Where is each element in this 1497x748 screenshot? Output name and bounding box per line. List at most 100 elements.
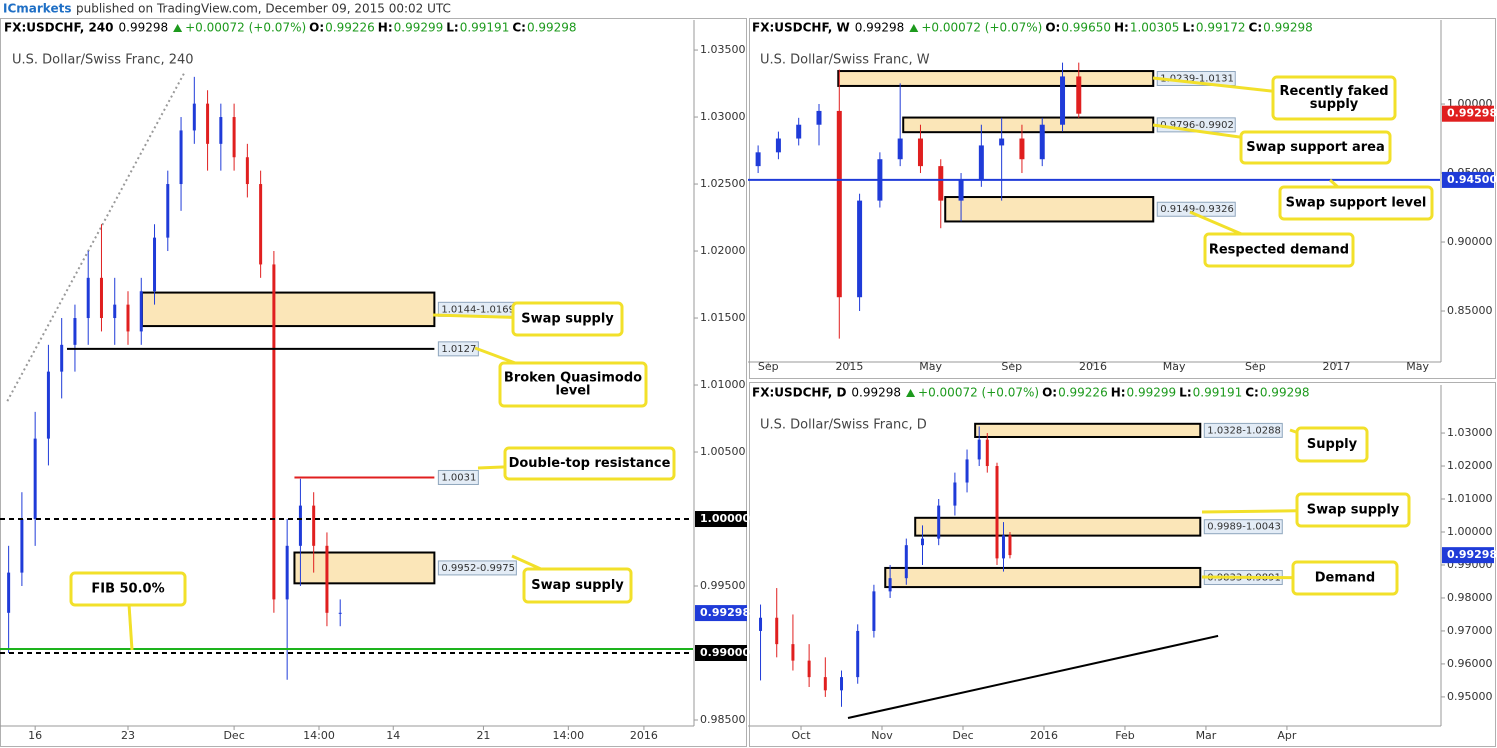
candle-body bbox=[126, 304, 130, 332]
callout-box bbox=[1239, 130, 1392, 165]
publish-info: published on TradingView.com, December 0… bbox=[76, 2, 451, 16]
x-tick-label: Oct bbox=[792, 729, 812, 742]
y-tick-label: 1.02500 bbox=[700, 177, 746, 190]
zone bbox=[837, 70, 1155, 87]
field-value: 0.99191 bbox=[460, 21, 510, 35]
field-label: H: bbox=[378, 21, 393, 35]
trendline bbox=[847, 634, 1219, 719]
candle-body bbox=[995, 466, 999, 559]
zone bbox=[140, 291, 436, 328]
x-tick-label: 14:00 bbox=[552, 729, 584, 742]
price-tag bbox=[695, 511, 747, 528]
callout-box bbox=[1278, 185, 1434, 221]
price-tag bbox=[695, 605, 747, 622]
x-tick-label: 2015 bbox=[835, 360, 863, 373]
x-tick-label: Feb bbox=[1115, 729, 1134, 742]
field-value: 0.99299 bbox=[1127, 386, 1177, 400]
callout-box bbox=[1271, 75, 1397, 121]
candle-body bbox=[338, 612, 342, 614]
zone-label: 0.9952-0.9975 bbox=[441, 563, 515, 574]
symbol: FX:USDCHF, D bbox=[752, 386, 846, 400]
panel-frame bbox=[749, 382, 1496, 747]
candle-body bbox=[272, 264, 276, 600]
y-tick-label: 0.98500 bbox=[700, 713, 746, 726]
zone-label-box bbox=[437, 560, 517, 576]
callout-box bbox=[1203, 232, 1355, 268]
chart-title: U.S. Dollar/Swiss Franc, D bbox=[760, 418, 927, 433]
x-tick-label: 21 bbox=[476, 729, 490, 742]
x-tick-label: 14 bbox=[386, 729, 400, 742]
callout-box bbox=[522, 567, 633, 604]
callout-box bbox=[498, 361, 648, 408]
field-label: O: bbox=[309, 21, 324, 35]
y-tick-label: 1.01000 bbox=[1447, 492, 1493, 505]
field-label: O: bbox=[1042, 386, 1057, 400]
callout-box bbox=[511, 301, 624, 337]
y-tick-label: 1.03000 bbox=[1447, 426, 1493, 439]
candle-body bbox=[938, 166, 944, 201]
symbol: FX:USDCHF, W bbox=[752, 21, 850, 35]
field-value: 0.99298 bbox=[1263, 21, 1313, 35]
candle-body bbox=[977, 439, 981, 460]
candle-body bbox=[86, 277, 90, 319]
x-tick-label: Sep bbox=[758, 360, 779, 373]
candle-body bbox=[840, 677, 844, 691]
brand[interactable]: ICmarkets bbox=[3, 2, 71, 16]
y-tick-label: 1.00000 bbox=[1447, 525, 1493, 538]
candle-body bbox=[759, 617, 763, 631]
zone-label: 1.0239-1.0131 bbox=[1160, 73, 1234, 84]
candle-body bbox=[232, 117, 236, 158]
callout-text: Respected demand bbox=[1209, 243, 1349, 258]
candle-body bbox=[775, 138, 781, 153]
chart-title: U.S. Dollar/Swiss Franc, 240 bbox=[12, 53, 194, 68]
candle-body bbox=[796, 124, 802, 139]
x-tick-label: 2017 bbox=[1323, 360, 1351, 373]
last-price: 0.99298 bbox=[855, 21, 905, 35]
candle-body bbox=[823, 677, 827, 691]
x-tick-label: Apr bbox=[1277, 729, 1297, 742]
candle-body bbox=[836, 110, 842, 298]
callout-text: level bbox=[555, 384, 590, 399]
price-tag bbox=[1442, 547, 1494, 564]
candle-body bbox=[325, 545, 329, 613]
up-arrow bbox=[906, 389, 916, 397]
callout-box bbox=[1295, 426, 1369, 463]
callout-box bbox=[503, 446, 676, 481]
level-label: 1.0031 bbox=[441, 472, 476, 483]
candle-body bbox=[904, 545, 908, 579]
y-tick-label: 1.03500 bbox=[700, 43, 746, 56]
field-label: H: bbox=[1114, 21, 1129, 35]
last-price: 0.99298 bbox=[851, 386, 901, 400]
candle-body bbox=[897, 138, 903, 160]
x-tick-label: May bbox=[1163, 360, 1186, 373]
x-tick-label: Mar bbox=[1196, 729, 1217, 742]
candle-body bbox=[285, 545, 289, 600]
callout-text: Supply bbox=[1307, 437, 1358, 452]
candle-body bbox=[937, 505, 941, 539]
callout-text: Swap support area bbox=[1246, 140, 1384, 155]
zone bbox=[902, 116, 1155, 134]
candle-body bbox=[816, 110, 822, 125]
price-tag bbox=[695, 645, 747, 662]
candle-body bbox=[20, 519, 24, 573]
y-tick-label: 0.95000 bbox=[1447, 690, 1493, 703]
candle-body bbox=[857, 200, 863, 298]
y-tick-label: 0.96000 bbox=[1447, 657, 1493, 670]
y-tick-label: 1.00500 bbox=[700, 445, 746, 458]
candle-body bbox=[1060, 76, 1066, 125]
field-value: 0.99299 bbox=[394, 21, 444, 35]
change: +0.00072 (+0.07%) bbox=[921, 21, 1042, 35]
candle-body bbox=[965, 459, 969, 483]
field-value: 0.99226 bbox=[325, 21, 375, 35]
field-label: C: bbox=[512, 21, 526, 35]
callout-text: Broken Quasimodo bbox=[504, 371, 642, 386]
candle-body bbox=[245, 157, 249, 185]
price-tag bbox=[1442, 105, 1494, 122]
candle-body bbox=[1076, 76, 1082, 114]
candle-body bbox=[73, 318, 77, 345]
field-label: L: bbox=[446, 21, 458, 35]
x-tick-label: Dec bbox=[223, 729, 244, 742]
zone-label: 0.9149-0.9326 bbox=[1160, 204, 1234, 215]
candle-body bbox=[953, 482, 957, 506]
